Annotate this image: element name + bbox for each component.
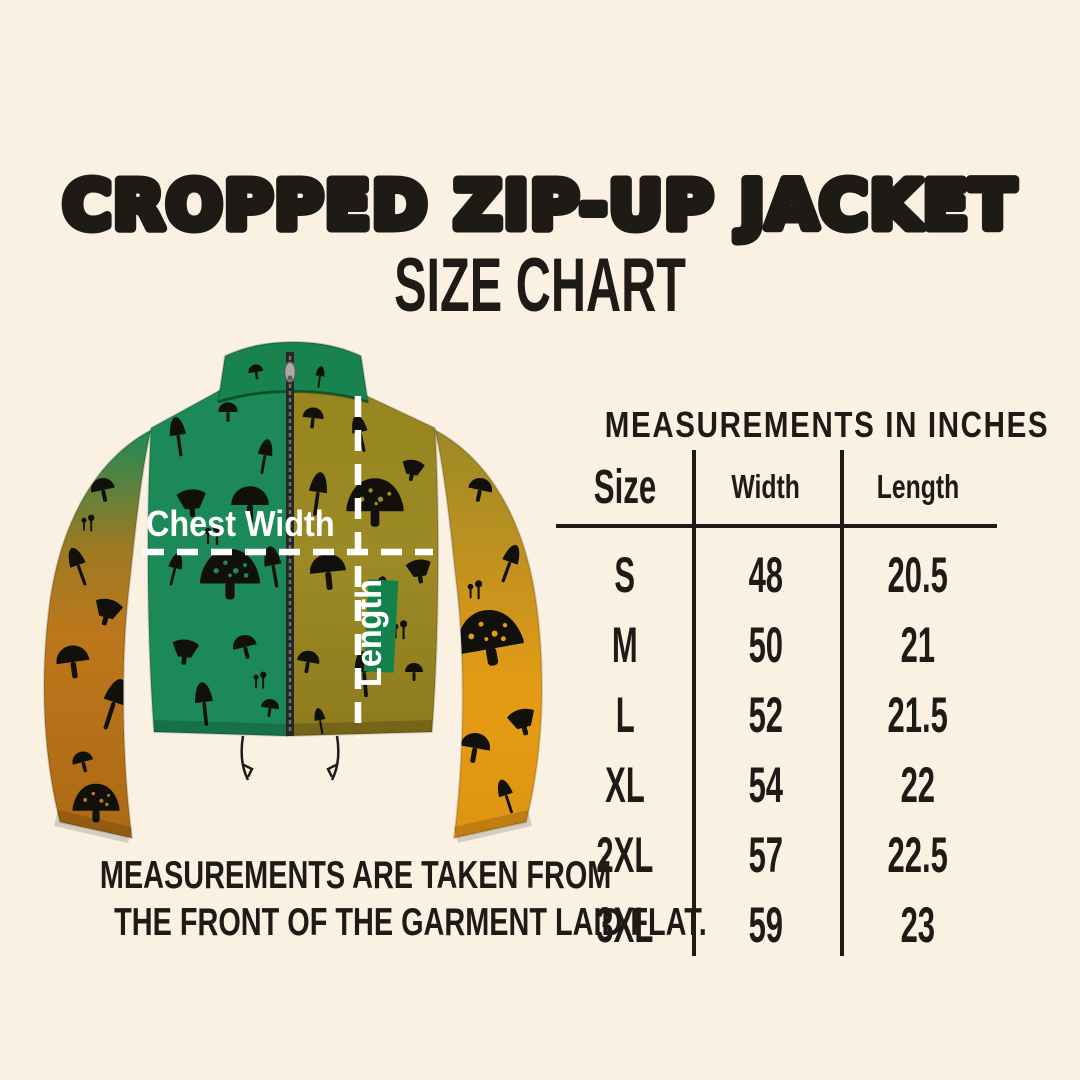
page-title: CROPPED ZIP-UP JACKET — [58, 163, 1019, 249]
measurement-note-line1: MEASUREMENTS ARE TAKEN FROM — [99, 854, 612, 897]
right-cuff — [454, 810, 532, 843]
jacket-image: Chest Width Length — [43, 341, 543, 843]
chest-width-label: Chest Width — [146, 504, 335, 544]
measurement-note-line2: THE FRONT OF THE GARMENT LAID FLAT. — [114, 901, 707, 944]
size-table: MEASUREMENTS IN INCHES Size Width Length… — [556, 398, 1048, 978]
left-cuff — [54, 810, 132, 843]
cell-length-3xl: 23 — [900, 897, 935, 953]
cell-width-m: 50 — [748, 617, 784, 673]
table-title-text: MEASUREMENTS IN INCHES — [604, 404, 1050, 445]
table-divider-vertical-1 — [692, 450, 696, 956]
cell-width-3xl: 59 — [748, 897, 784, 953]
cell-size-m: M — [612, 617, 638, 673]
column-header-width: Width — [731, 468, 801, 505]
mushroom-pattern-left-body — [164, 402, 286, 727]
cell-length-2xl: 22.5 — [887, 827, 948, 883]
cell-width-s: 48 — [748, 547, 784, 603]
drawstrings — [240, 735, 340, 781]
page-subtitle: SIZE CHART — [0, 246, 1080, 326]
table-body: S 48 20.5 M 50 21 L 52 21.5 XL 54 22 2XL… — [558, 540, 995, 960]
hem-band-left — [154, 720, 287, 736]
cell-length-xl: 22 — [900, 757, 935, 813]
hem-band-right — [287, 720, 432, 736]
cell-size-xl: XL — [605, 757, 645, 813]
cell-size-3xl: 3XL — [596, 897, 654, 953]
left-sleeve — [43, 429, 152, 839]
mushroom-pattern-right-sleeve — [450, 475, 540, 816]
page-title-text: CROPPED ZIP-UP JACKET — [63, 167, 1017, 244]
table-title: MEASUREMENTS IN INCHES — [556, 406, 1048, 444]
cell-size-l: L — [615, 687, 635, 743]
cell-size-2xl: 2XL — [596, 827, 654, 883]
cell-length-l: 21.5 — [887, 687, 948, 743]
cell-length-m: 21 — [900, 617, 935, 673]
cell-width-xl: 54 — [748, 757, 784, 813]
cell-size-s: S — [614, 547, 636, 603]
zipper-pull — [283, 361, 297, 383]
mushroom-pattern-right-body — [294, 406, 434, 736]
cell-width-2xl: 57 — [748, 827, 784, 883]
zipper — [283, 352, 297, 736]
column-header-length: Length — [876, 468, 959, 505]
cell-width-l: 52 — [748, 687, 784, 743]
length-label: Length — [349, 579, 389, 687]
table-header-rule — [556, 524, 997, 528]
mushroom-pattern-left-sleeve — [54, 475, 132, 823]
column-header-size: Size — [593, 460, 657, 514]
page-subtitle-text: SIZE CHART — [394, 243, 686, 328]
table-header-row: Size Width Length — [558, 450, 995, 524]
garment-tag — [363, 579, 399, 673]
cell-length-s: 20.5 — [887, 547, 948, 603]
table-divider-vertical-2 — [840, 450, 844, 956]
measurement-note: MEASUREMENTS ARE TAKEN FROM THE FRONT OF… — [10, 852, 707, 946]
